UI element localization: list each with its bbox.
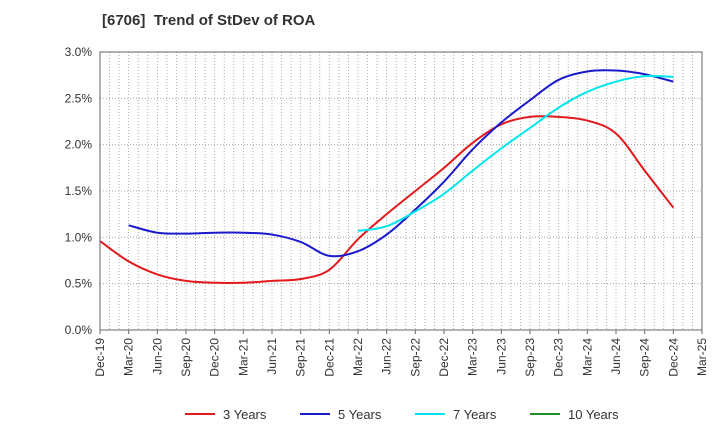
x-tick-label: Sep-21 xyxy=(294,338,308,377)
x-tick-label: Jun-23 xyxy=(494,338,508,375)
y-tick-label: 0.5% xyxy=(65,277,93,291)
grid-layer xyxy=(100,52,702,330)
x-tick-label: Jun-24 xyxy=(609,338,623,375)
y-tick-label: 0.0% xyxy=(65,323,93,337)
x-tick-label: Mar-23 xyxy=(466,338,480,376)
y-tick-label: 1.0% xyxy=(65,230,93,244)
x-tick-label: Mar-21 xyxy=(236,338,250,376)
x-tick-label: Mar-24 xyxy=(580,338,594,376)
y-tick-label: 2.5% xyxy=(65,91,93,105)
x-tick-label: Dec-21 xyxy=(322,338,336,377)
legend-label-3-years: 3 Years xyxy=(223,407,267,422)
x-tick-label: Jun-21 xyxy=(265,338,279,375)
series-layer xyxy=(99,69,675,284)
x-tick-label: Mar-25 xyxy=(695,338,709,376)
x-tick-label: Mar-22 xyxy=(351,338,365,376)
x-tick-label: Jun-22 xyxy=(380,338,394,375)
x-tick-label: Dec-19 xyxy=(93,338,107,377)
y-tick-label: 2.0% xyxy=(65,138,93,152)
x-tick-label: Dec-22 xyxy=(437,338,451,377)
series-line-7-years xyxy=(357,74,674,232)
y-tick-label: 3.0% xyxy=(65,45,93,59)
x-tick-label: Sep-22 xyxy=(408,338,422,377)
legend-label-5-years: 5 Years xyxy=(338,407,382,422)
x-tick-label: Mar-20 xyxy=(122,338,136,376)
chart-title: [6706] Trend of StDev of ROA xyxy=(102,12,316,29)
axis-layer: 0.0% 0.5% 1.0% 1.5% 2.0% 2.5% 3.0% Dec-19 Mar-20… xyxy=(65,45,709,377)
plot-border xyxy=(99,51,703,331)
y-tick-label: 1.5% xyxy=(65,184,93,198)
x-tick-label: Sep-20 xyxy=(179,338,193,377)
x-tick-label: Jun-20 xyxy=(150,338,164,375)
legend-layer: 3 Years 5 Years 7 Years 10 Years xyxy=(185,407,619,422)
series-line-3-years xyxy=(99,115,675,284)
series-line-5-years xyxy=(128,69,674,258)
x-tick-label: Dec-23 xyxy=(552,338,566,377)
x-tick-label: Sep-24 xyxy=(638,338,652,377)
x-tick-label: Sep-23 xyxy=(523,338,537,377)
legend-label-7-years: 7 Years xyxy=(453,407,497,422)
x-tick-label: Dec-24 xyxy=(666,338,680,377)
legend-label-10-years: 10 Years xyxy=(568,407,619,422)
x-tick-label: Dec-20 xyxy=(208,338,222,377)
